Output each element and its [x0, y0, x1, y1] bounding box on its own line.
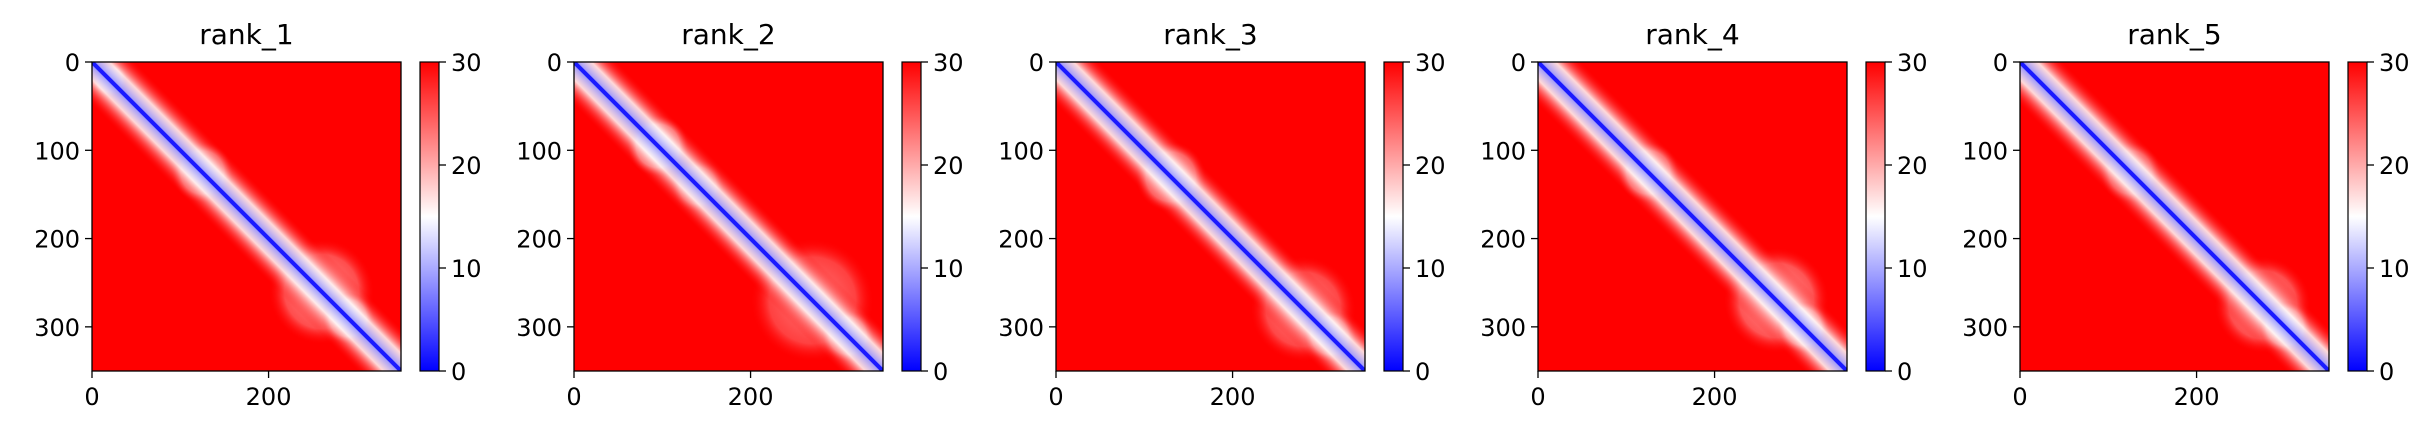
heatmap-panel-3: rank_3 0 100 200 300 0 200 0 10 20 30 — [998, 18, 1445, 411]
x-tick-label: 200 — [2174, 383, 2220, 411]
x-tick-label: 200 — [246, 383, 292, 411]
colorbar-gradient — [901, 61, 922, 372]
x-tick-label: 0 — [1048, 383, 1063, 411]
panel-title: rank_4 — [1645, 18, 1739, 51]
y-tick-label: 200 — [1962, 226, 2008, 254]
y-tick-label: 0 — [1993, 49, 2008, 77]
colorbar-tick-label: 10 — [933, 255, 964, 283]
x-tick-label: 200 — [1692, 383, 1738, 411]
colorbar-tick-label: 30 — [1897, 49, 1928, 77]
y-tick-label: 300 — [34, 314, 80, 342]
colorbar-tick-label: 20 — [1415, 152, 1446, 180]
x-tick-label: 200 — [728, 383, 774, 411]
colorbar-tick-label: 0 — [1897, 358, 1912, 386]
axes-frame — [573, 61, 884, 372]
panel-title: rank_1 — [199, 18, 293, 51]
diagonal-line — [1056, 62, 1365, 371]
y-tick-label: 200 — [516, 226, 562, 254]
x-tick-label: 0 — [84, 383, 99, 411]
axes-frame — [2019, 61, 2330, 372]
heatmap-matrix — [1056, 62, 1365, 371]
diagonal-line — [574, 62, 883, 371]
y-tick-label: 100 — [998, 137, 1044, 165]
x-tick-label: 0 — [2012, 383, 2027, 411]
colorbar-tick-label: 20 — [933, 152, 964, 180]
y-tick-label: 300 — [1962, 314, 2008, 342]
heatmap-panel-4: rank_4 0 100 200 300 0 200 0 10 20 30 — [1480, 18, 1927, 411]
colorbar-tick-label: 30 — [451, 49, 482, 77]
y-tick-label: 200 — [1480, 226, 1526, 254]
axes-frame — [1537, 61, 1848, 372]
panel-title: rank_2 — [681, 18, 775, 51]
colorbar-gradient — [419, 61, 440, 372]
y-tick-label: 100 — [34, 137, 80, 165]
colorbar-tick-label: 0 — [1415, 358, 1430, 386]
heatmap-panel-2: rank_2 0 100 200 300 0 200 0 10 20 30 — [516, 18, 963, 411]
diagonal-line — [2020, 62, 2329, 371]
colorbar-tick-label: 30 — [1415, 49, 1446, 77]
heatmap-matrix — [2020, 62, 2329, 371]
colorbar-tick-label: 30 — [933, 49, 964, 77]
colorbar-tick-label: 10 — [2379, 255, 2410, 283]
x-tick-label: 0 — [1530, 383, 1545, 411]
colorbar-gradient — [2347, 61, 2368, 372]
x-tick-label: 0 — [566, 383, 581, 411]
heatmap-matrix — [574, 62, 883, 371]
colorbar-tick-label: 10 — [1897, 255, 1928, 283]
axes-frame — [91, 61, 402, 372]
colorbar-tick-label: 20 — [1897, 152, 1928, 180]
panel-title: rank_5 — [2127, 18, 2221, 51]
colorbar-tick-label: 10 — [451, 255, 482, 283]
heatmap-matrix — [1538, 62, 1847, 371]
y-tick-label: 100 — [516, 137, 562, 165]
heatmap-panel-1: rank_1 0 100 200 300 0 200 0 10 20 30 — [34, 18, 481, 411]
colorbar: 0 10 20 30 — [1383, 49, 1446, 386]
colorbar-gradient — [1865, 61, 1886, 372]
y-tick-label: 100 — [1962, 137, 2008, 165]
diagonal-line — [92, 62, 401, 371]
heatmap-matrix — [92, 62, 401, 371]
colorbar-gradient — [1383, 61, 1404, 372]
heatmap-panel-5: rank_5 0 100 200 300 0 200 0 10 20 30 — [1962, 18, 2409, 411]
colorbar-tick-label: 30 — [2379, 49, 2410, 77]
y-tick-label: 300 — [1480, 314, 1526, 342]
y-tick-label: 300 — [998, 314, 1044, 342]
y-tick-label: 0 — [1029, 49, 1044, 77]
colorbar-tick-label: 10 — [1415, 255, 1446, 283]
colorbar-tick-label: 0 — [2379, 358, 2394, 386]
colorbar: 0 10 20 30 — [2347, 49, 2410, 386]
colorbar: 0 10 20 30 — [901, 49, 964, 386]
y-tick-label: 300 — [516, 314, 562, 342]
y-tick-label: 100 — [1480, 137, 1526, 165]
y-tick-label: 200 — [34, 226, 80, 254]
diagonal-line — [1538, 62, 1847, 371]
colorbar-tick-label: 0 — [933, 358, 948, 386]
y-tick-label: 200 — [998, 226, 1044, 254]
colorbar-tick-label: 20 — [2379, 152, 2410, 180]
y-tick-label: 0 — [1511, 49, 1526, 77]
panel-title: rank_3 — [1163, 18, 1257, 51]
y-tick-label: 0 — [547, 49, 562, 77]
x-tick-label: 200 — [1210, 383, 1256, 411]
y-tick-label: 0 — [65, 49, 80, 77]
axes-frame — [1055, 61, 1366, 372]
colorbar: 0 10 20 30 — [419, 49, 482, 386]
colorbar-tick-label: 20 — [451, 152, 482, 180]
colorbar-tick-label: 0 — [451, 358, 466, 386]
colorbar: 0 10 20 30 — [1865, 49, 1928, 386]
